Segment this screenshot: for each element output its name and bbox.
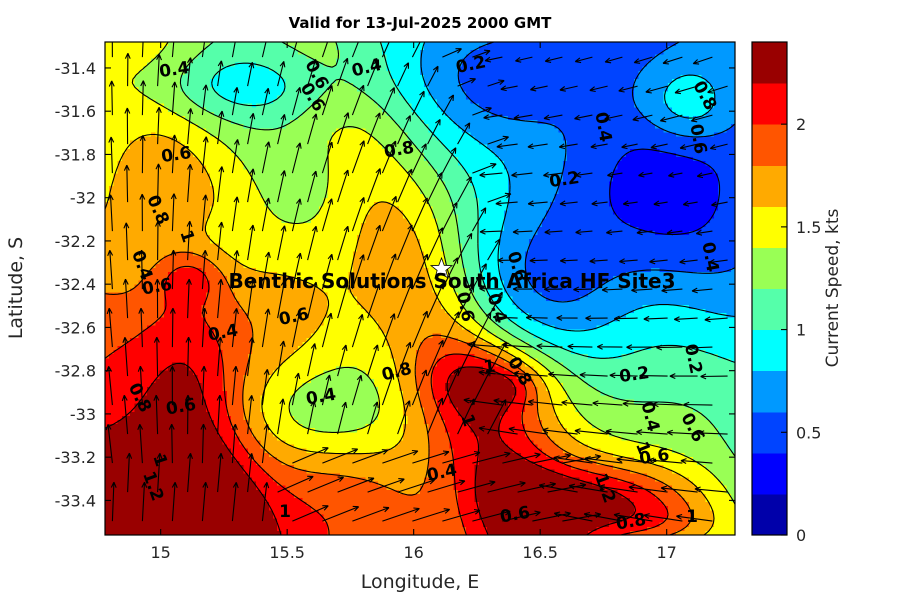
y-axis-tick-label: -33 bbox=[70, 405, 96, 424]
colorbar-label: Current Speed, kts bbox=[823, 209, 843, 368]
contour-label-text: 1 bbox=[456, 412, 479, 429]
colorbar-band bbox=[752, 83, 787, 125]
contour-plot-area bbox=[105, 42, 735, 535]
contour-label-text: 1 bbox=[686, 507, 698, 527]
colorbar-tick-label: 2 bbox=[796, 115, 806, 134]
x-axis-tick-label: 15.5 bbox=[269, 543, 305, 562]
site-star-icon[interactable] bbox=[429, 256, 454, 279]
y-axis-tick-label: -32.2 bbox=[55, 232, 96, 251]
y-axis-tick-label: -33.2 bbox=[55, 448, 96, 467]
x-axis-tick-label: 17 bbox=[657, 543, 677, 562]
colorbar-tick-label: 1.5 bbox=[796, 218, 821, 237]
colorbar-band bbox=[752, 493, 787, 536]
y-axis-tick-label: -32.8 bbox=[55, 362, 96, 381]
site-label: Benthic Solutions South Africa HF Site3 bbox=[228, 269, 675, 293]
colorbar-band bbox=[752, 165, 787, 207]
axis-ticks-group: 15 15.5 16 16.5 17 -31.4 -31.6 -31.8 -32 -32.2 -32… bbox=[55, 42, 735, 562]
y-axis-tick-label: -31.8 bbox=[55, 145, 96, 164]
y-axis-tick-label: -32.4 bbox=[55, 275, 96, 294]
contour-label: 1 bbox=[483, 356, 497, 377]
contour-label: 0.2 bbox=[548, 168, 581, 192]
x-axis-tick-label: 15 bbox=[150, 543, 170, 562]
colorbar-band bbox=[752, 124, 787, 166]
x-axis-tick-label: 16 bbox=[403, 543, 423, 562]
contour-label-text: 0.4 bbox=[158, 58, 191, 82]
colorbar-band bbox=[752, 370, 787, 413]
contour-label: 0.2 bbox=[618, 363, 651, 387]
contour-label: 1 bbox=[279, 502, 291, 522]
contour-label-text: 0.6 bbox=[160, 143, 193, 167]
colorbar-tick-label: 0 bbox=[796, 526, 806, 545]
contour-label-text: 1 bbox=[175, 228, 198, 245]
colorbar-band bbox=[752, 247, 787, 289]
chart-title: Valid for 13-Jul-2025 2000 GMT bbox=[289, 14, 553, 32]
colorbar-band bbox=[752, 42, 787, 84]
y-axis-tick-label: -31.4 bbox=[55, 59, 96, 78]
contour-label-text: 0.2 bbox=[618, 363, 651, 387]
axes-frame bbox=[104, 41, 736, 536]
colorbar-band bbox=[752, 288, 787, 331]
x-axis-label: Longitude, E bbox=[361, 571, 480, 593]
y-axis-tick-label: -32 bbox=[70, 189, 96, 208]
site-marker-group[interactable]: Benthic Solutions South Africa HF Site3 bbox=[228, 256, 676, 293]
contour-label-text: 0.2 bbox=[548, 168, 581, 192]
contour-label: 0.6 bbox=[160, 143, 193, 167]
colorbar-tick-label: 0.5 bbox=[796, 423, 821, 442]
contour-label-text: 1 bbox=[483, 356, 497, 377]
y-axis-tick-label: -32.6 bbox=[55, 318, 96, 337]
contour-label: 0.4 bbox=[158, 58, 191, 82]
colorbar-band bbox=[752, 329, 787, 372]
contour-label-text: 1 bbox=[148, 452, 171, 469]
contour-label: 1 bbox=[456, 412, 479, 429]
colorbar[interactable]: 0 0.5 1 1.5 2 bbox=[751, 41, 821, 545]
contour-label-group: 0.4 0.6 0.4 0.20.80.60.60.40.6 0.80.20.810.4… bbox=[124, 52, 723, 534]
colorbar-band bbox=[752, 452, 787, 495]
y-axis-tick-label: -33.4 bbox=[55, 491, 96, 510]
colorbar-tick-label: 1 bbox=[796, 321, 806, 340]
contour-label: 1 bbox=[175, 228, 198, 245]
contour-label-text: 1 bbox=[279, 502, 291, 522]
contour-label: 1 bbox=[148, 452, 171, 469]
contour-label: 0.6 bbox=[638, 445, 671, 469]
y-axis-label: Latitude, S bbox=[5, 237, 27, 339]
x-axis-tick-label: 16.5 bbox=[522, 543, 558, 562]
y-axis-tick-label: -31.6 bbox=[55, 102, 96, 121]
contour-label: 1 bbox=[686, 507, 698, 527]
contour-label-text: 0.6 bbox=[638, 445, 671, 469]
